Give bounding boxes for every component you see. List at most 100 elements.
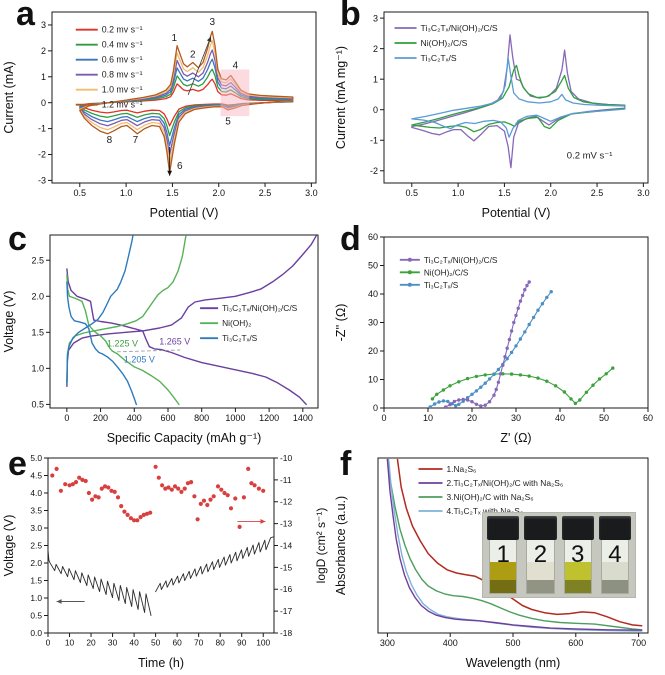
series-mxene-discharge — [66, 281, 137, 406]
series-eis-niOH — [430, 366, 615, 406]
svg-text:40: 40 — [368, 289, 378, 299]
series-mxene-charge — [66, 235, 134, 384]
series-layer — [428, 280, 615, 408]
svg-text:1.0 mv s⁻¹: 1.0 mv s⁻¹ — [102, 85, 143, 95]
svg-text:50: 50 — [599, 413, 609, 423]
annotation-text: 2 — [190, 49, 196, 60]
svg-text:-3: -3 — [38, 176, 46, 186]
legend: Ti₃C₂Tₓ/Ni(OH)₂/C/S Ni(OH)₂/C/S Ti₃C₂Tₓ/S — [394, 23, 498, 63]
svg-text:1.Na₂S₆: 1.Na₂S₆ — [447, 464, 477, 474]
svg-text:0.4 mv s⁻¹: 0.4 mv s⁻¹ — [102, 40, 143, 50]
panel-d: d 0 10 20 30 40 50 60 0 10 20 30 40 50 60 Z' (Ω) -Z'' (… — [332, 220, 665, 450]
panel-b: b 0.5 1.0 1.5 2.0 2.5 3.0 -2 -1 0 1 2 3 Potential (V… — [332, 0, 665, 225]
annotation-text: 8 — [107, 135, 113, 146]
panel-letter-f: f — [340, 445, 352, 483]
panel-letter-c: c — [8, 220, 27, 258]
svg-text:500: 500 — [505, 638, 520, 648]
svg-text:4.0: 4.0 — [30, 488, 42, 498]
annotations: 1.225 V 1.265 V 1.205 V — [107, 337, 190, 365]
vial-liquid — [527, 562, 554, 593]
svg-text:1.5: 1.5 — [31, 327, 44, 337]
svg-text:-15: -15 — [280, 562, 292, 572]
svg-text:Voltage (V): Voltage (V) — [2, 515, 16, 577]
svg-text:2.Ti₃C₂Tₓ/Ni(OH)₂/C with Na₂S₆: 2.Ti₃C₂Tₓ/Ni(OH)₂/C with Na₂S₆ — [447, 478, 564, 488]
svg-text:2.0: 2.0 — [30, 558, 42, 568]
annotation-highlight — [220, 69, 250, 117]
chart-host-e: 0 10 20 30 40 50 60 70 80 90 100 0.0 0.5 1.0 1.5 2.0 2.5… — [0, 450, 332, 675]
svg-text:-2: -2 — [370, 166, 378, 176]
svg-text:700: 700 — [631, 638, 646, 648]
series-cv-1.0 — [79, 40, 294, 165]
svg-text:-18: -18 — [280, 628, 292, 638]
axes: 0.5 1.0 1.5 2.0 2.5 3.0 -3 -2 -1 0 1 2 3 Potential (V… — [2, 11, 318, 220]
svg-text:-11: -11 — [280, 475, 292, 485]
vial-photo-inset: 1 2 3 4 — [482, 512, 636, 598]
annotation-text: 7 — [133, 135, 139, 146]
svg-text:Wavelength (nm): Wavelength (nm) — [466, 656, 561, 670]
svg-text:Ni(OH)₂: Ni(OH)₂ — [222, 318, 251, 328]
annotation-text: 0.2 mV s⁻¹ — [567, 151, 613, 162]
series-cv-0.4 — [79, 68, 294, 137]
vial-glass — [600, 540, 629, 594]
svg-text:1.5: 1.5 — [166, 188, 179, 198]
svg-text:0.6 mv s⁻¹: 0.6 mv s⁻¹ — [102, 55, 143, 65]
svg-text:Ti₃C₂Tₓ/S: Ti₃C₂Tₓ/S — [424, 281, 459, 290]
annotation-text: 1.205 V — [124, 355, 155, 365]
svg-text:2.0: 2.0 — [212, 188, 225, 198]
annotation-text: 3 — [209, 17, 215, 28]
panel-letter-d: d — [340, 220, 361, 258]
svg-text:Voltage (V): Voltage (V) — [2, 291, 16, 353]
annotation-text: 4 — [233, 60, 239, 71]
svg-text:0: 0 — [41, 98, 46, 108]
series-layer — [411, 34, 626, 169]
svg-text:1: 1 — [41, 72, 46, 82]
chart-host-b: 0.5 1.0 1.5 2.0 2.5 3.0 -2 -1 0 1 2 3 Potential (V) C… — [332, 0, 665, 225]
series-cv-0.8 — [79, 49, 294, 156]
vial-glass — [563, 540, 592, 594]
series-cv-1.2 — [79, 30, 294, 174]
svg-text:3.0: 3.0 — [637, 188, 650, 198]
annotation-text: 1.225 V — [107, 339, 138, 349]
svg-text:1: 1 — [373, 74, 378, 84]
svg-text:2: 2 — [373, 44, 378, 54]
svg-text:60: 60 — [172, 637, 182, 647]
panel-a: a 0.5 1.0 1.5 2.0 2.5 3.0 -3 -2 -1 0 1 2 3 Potential … — [0, 0, 332, 225]
svg-text:600: 600 — [568, 638, 583, 648]
vial-number: 1 — [496, 541, 510, 568]
svg-text:600: 600 — [160, 413, 175, 423]
annotations: 0.2 mV s⁻¹ — [567, 151, 613, 162]
svg-text:-10: -10 — [280, 453, 292, 463]
svg-text:Ti₃C₂Tₓ/Ni(OH)₂/C/S: Ti₃C₂Tₓ/Ni(OH)₂/C/S — [421, 23, 498, 33]
vial-liquid — [490, 562, 517, 593]
svg-text:1.0: 1.0 — [120, 188, 133, 198]
vial-liquid — [601, 562, 628, 593]
annotation-text: 6 — [177, 161, 183, 172]
svg-text:30: 30 — [368, 318, 378, 328]
svg-text:Absorbance (a.u.): Absorbance (a.u.) — [334, 496, 348, 595]
svg-text:Current (mA mg⁻¹): Current (mA mg⁻¹) — [334, 46, 348, 149]
svg-text:0.2 mv s⁻¹: 0.2 mv s⁻¹ — [102, 25, 143, 35]
svg-text:-1: -1 — [370, 135, 378, 145]
annotation-text: 1.265 V — [159, 337, 190, 347]
panel-c: c 0 200 400 600 800 1000 1200 1400 0.5 1.0 1.5 2.0 2… — [0, 220, 332, 450]
svg-text:4.Ti₃C₂Tₓ with Na₂S₆: 4.Ti₃C₂Tₓ with Na₂S₆ — [447, 506, 524, 516]
svg-text:40: 40 — [555, 413, 565, 423]
svg-text:0: 0 — [373, 403, 378, 413]
svg-text:2.5: 2.5 — [259, 188, 272, 198]
series-mxene-cv — [411, 57, 626, 138]
chart-a: 0.5 1.0 1.5 2.0 2.5 3.0 -3 -2 -1 0 1 2 3 Potential (V… — [2, 11, 318, 220]
series-gitt-discharge — [48, 549, 152, 616]
svg-text:1.5: 1.5 — [498, 188, 511, 198]
svg-text:20: 20 — [86, 637, 96, 647]
svg-text:3: 3 — [41, 20, 46, 30]
vial-1: 1 — [486, 516, 520, 594]
chart-host-c: 0 200 400 600 800 1000 1200 1400 0.5 1.0 1.5 2.0 2.5… — [0, 225, 332, 450]
svg-text:Ni(OH)₂/C/S: Ni(OH)₂/C/S — [421, 38, 468, 48]
svg-text:0: 0 — [46, 637, 51, 647]
svg-text:Ni(OH)₂/C/S: Ni(OH)₂/C/S — [424, 268, 469, 277]
svg-text:3: 3 — [373, 13, 378, 23]
svg-text:3.Ni(OH)₂/C with Na₂S₆: 3.Ni(OH)₂/C with Na₂S₆ — [447, 492, 534, 502]
vial-4: 4 — [598, 516, 632, 594]
panel-f: f 300 400 500 600 700 Wavelength (nm) Absorban… — [332, 445, 665, 675]
